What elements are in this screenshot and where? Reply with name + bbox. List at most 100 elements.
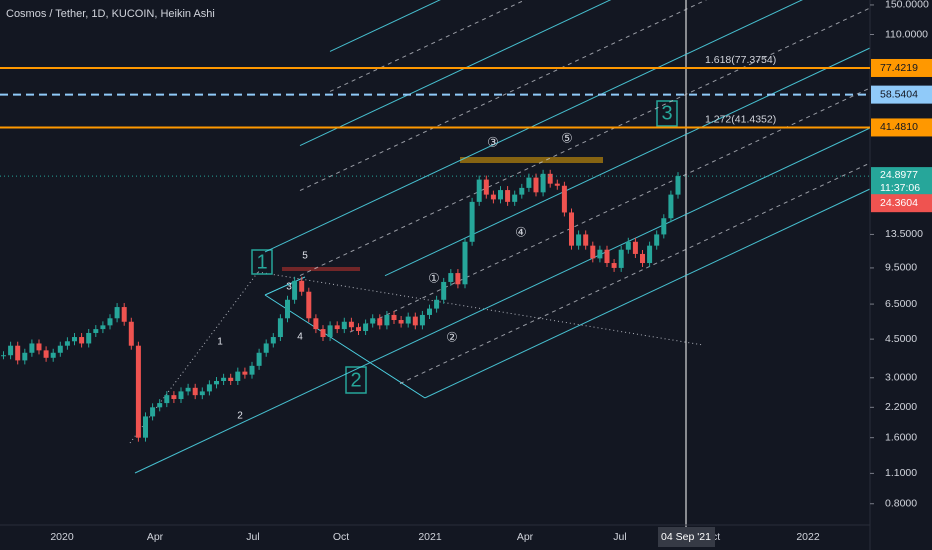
chart-title: Cosmos / Tether, 1D, KUCOIN, Heikin Ashi [6,8,215,20]
candle [100,325,106,330]
candle [57,345,63,353]
subwave-label: 5 [302,251,308,262]
fib-label: 1.618(77.3754) [705,54,776,66]
candle [476,179,482,202]
resistance-zone [282,267,360,271]
price-tag [871,167,932,198]
candle [356,327,361,332]
subwave-label: 4 [297,332,303,343]
candle [43,350,49,358]
candle [412,316,418,326]
candle [114,307,120,319]
candle [512,194,518,202]
pitchfork-handle [264,294,426,399]
circled-label: ② [446,329,458,344]
candle [157,403,163,408]
candle [675,176,681,195]
candle [569,212,574,246]
candle [654,234,660,246]
candle [277,318,283,338]
channel-line [424,188,871,399]
candle [171,395,177,400]
x-tick-label: Apr [517,531,534,543]
candle [455,273,461,285]
candle [462,241,468,285]
candle [256,352,262,366]
subwave-label: 3 [286,282,292,293]
candle [632,241,638,254]
candle [306,291,312,319]
candle [647,245,653,264]
candle [590,245,596,259]
y-tick-label: 2.2000 [885,401,917,413]
y-tick-label: 1.1000 [885,467,917,479]
candle [498,190,503,200]
x-tick-label: 2021 [418,531,442,543]
candle [547,173,553,184]
candle [15,345,21,361]
candle [150,407,156,417]
countdown: 11:37:06 [880,182,920,194]
candle [526,177,532,188]
candle [611,263,617,268]
candle [178,391,184,400]
candle [434,299,440,309]
x-tick-label: Jul [613,531,626,543]
candle [505,190,511,202]
price-tag-label: 58.5404 [880,88,918,100]
price-tag [871,85,932,104]
candle [206,384,212,392]
candle [540,173,546,193]
candle [320,329,326,338]
candle [597,249,603,259]
fib-label: 1.272(41.4352) [705,113,776,125]
wave-box [251,249,273,275]
price-tag-label: 24.3604 [880,197,918,209]
candle [448,273,454,282]
candle [348,321,354,328]
wave-label: 3 [661,102,672,124]
x-tick-label: Apr [147,531,164,543]
x-tick-label: Oct [333,531,349,543]
candle [427,308,432,315]
candle [625,241,631,250]
candle [79,337,85,344]
candle [221,377,227,382]
candle [8,345,14,356]
candle [561,185,567,213]
y-tick-label: 1.6000 [885,431,917,443]
candle [29,343,35,353]
pitchfork-handle [264,276,306,296]
candle [384,314,390,326]
price-tag [871,194,932,213]
subwave-label: 2 [237,411,243,422]
price-tag [871,58,932,77]
candle [107,318,113,326]
y-tick-label: 9.5000 [885,262,917,274]
y-tick-label: 110.0000 [885,28,928,40]
candle [192,387,198,396]
candle [270,337,276,344]
circled-label: ④ [515,224,527,239]
wave-box [345,366,367,394]
cursor-date: 04 Sep '21 [661,531,711,543]
candle [1,355,6,357]
candle [405,316,411,324]
channel-line [264,0,804,253]
candle [490,194,496,200]
candle [185,387,191,392]
candle [50,352,56,358]
candle [576,234,582,246]
candle [327,325,333,338]
channel-line [134,127,871,474]
x-tick-label: 2022 [796,531,820,543]
circled-label: ① [428,270,440,285]
candle [377,318,383,326]
candle [370,318,376,324]
candle [583,234,589,246]
candle [285,299,290,319]
y-tick-label: 3.0000 [885,372,917,384]
candle [519,187,525,195]
channel-midline [399,162,871,385]
